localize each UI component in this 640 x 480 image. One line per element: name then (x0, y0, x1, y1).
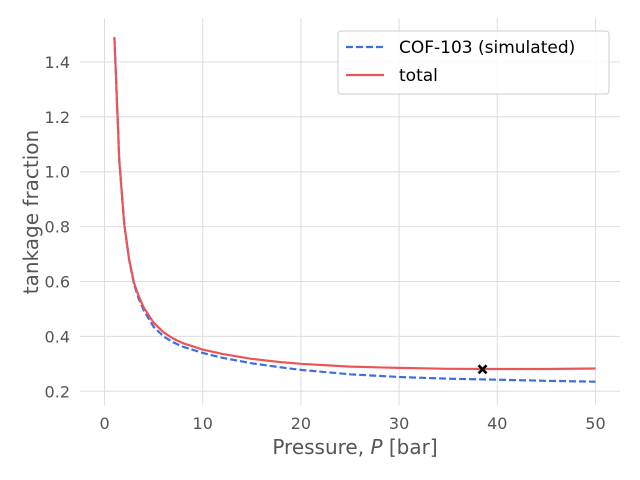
marker-layer (477, 364, 488, 375)
series-layer (113, 37, 596, 383)
y-tick-label: 0.6 (45, 272, 70, 291)
y-tick-label: 0.4 (45, 327, 70, 346)
x-tick-label: 0 (99, 414, 109, 433)
y-tick-label: 0.2 (45, 382, 70, 401)
legend-frame (337, 30, 610, 95)
x-tick-label: 40 (487, 414, 507, 433)
series-line-total (113, 37, 596, 371)
legend: COF-103 (simulated) total (337, 30, 610, 95)
x-marker (477, 364, 488, 375)
y-axis-label: tankage fraction (19, 130, 43, 294)
tick-labels: 0 10 20 30 40 50 0.2 0.4 0.6 0.8 1.0 1.2 1.4 (45, 53, 606, 433)
y-tick-label: 1.2 (45, 108, 70, 127)
y-tick-label: 1.0 (45, 163, 70, 182)
x-tick-label: 10 (193, 414, 213, 433)
y-tick-label: 1.4 (45, 53, 70, 72)
x-axis-label: Pressure, P [bar] (272, 435, 437, 459)
x-tick-label: 30 (389, 414, 409, 433)
x-tick-label: 50 (585, 414, 605, 433)
x-tick-label: 20 (291, 414, 311, 433)
legend-label-total: total (399, 66, 438, 86)
legend-label-cof-103: COF-103 (simulated) (399, 38, 575, 58)
y-tick-label: 0.8 (45, 218, 70, 237)
